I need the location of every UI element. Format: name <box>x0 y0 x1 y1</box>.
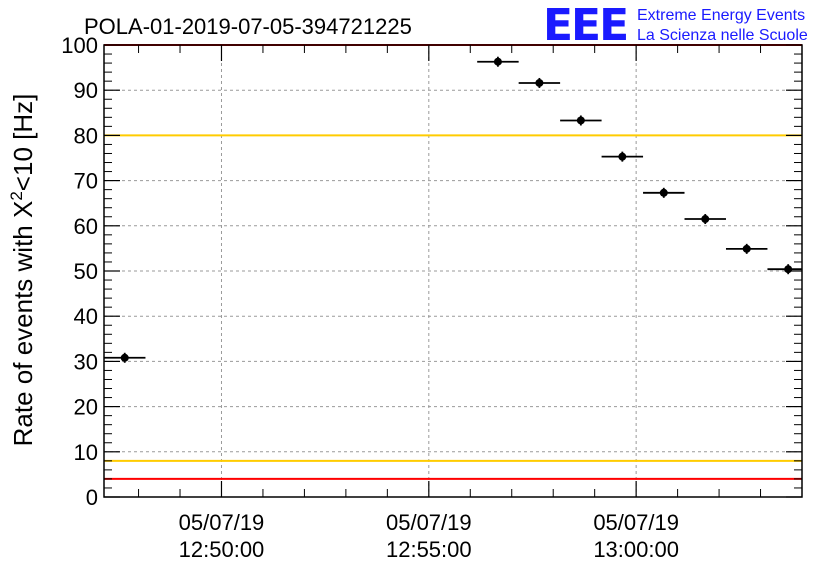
x-tick-date-label: 05/07/19 <box>179 510 265 535</box>
grid <box>104 45 802 497</box>
data-point <box>518 77 561 88</box>
y-tick-label: 40 <box>74 304 98 329</box>
data-point <box>684 214 726 225</box>
x-tick-date-label: 05/07/19 <box>593 510 679 535</box>
point-marker <box>576 116 585 125</box>
y-tick-label: 100 <box>61 33 98 58</box>
eee-logo: EEE Extreme Energy Events La Scienza nel… <box>543 0 808 51</box>
eee-logo-mark: EEE <box>543 0 627 51</box>
point-marker <box>742 244 751 253</box>
data-point <box>104 352 146 363</box>
data-point <box>643 187 685 198</box>
point-marker <box>493 57 502 66</box>
eee-logo-line2: La Scienza nelle Scuole <box>637 27 808 44</box>
point-marker <box>618 152 627 161</box>
y-tick-label: 0 <box>86 485 98 510</box>
x-tick-date-label: 05/07/19 <box>386 510 472 535</box>
y-tick-label: 50 <box>74 259 98 284</box>
x-tick-time-label: 13:00:00 <box>593 537 679 562</box>
y-tick-label: 60 <box>74 214 98 239</box>
eee-logo-line1: Extreme Energy Events <box>637 7 805 24</box>
y-tick-label: 20 <box>74 395 98 420</box>
y-axis-label: Rate of events with X2<10 [Hz] <box>7 94 38 447</box>
point-marker <box>701 215 710 224</box>
axis-ticks <box>104 44 803 498</box>
data-point <box>767 264 802 275</box>
data-point <box>560 115 602 126</box>
point-marker <box>120 353 129 362</box>
point-marker <box>535 78 544 87</box>
y-tick-label: 30 <box>74 349 98 374</box>
y-tick-labels: 0 10 20 30 40 50 60 70 80 90 100 <box>61 33 98 510</box>
data-point <box>477 56 519 67</box>
data-points <box>104 56 802 363</box>
point-marker <box>659 188 668 197</box>
chart-title: POLA-01-2019-07-05-394721225 <box>84 14 412 39</box>
plot-frame <box>103 44 803 498</box>
reference-lines <box>104 44 802 480</box>
x-tick-time-label: 12:50:00 <box>179 537 265 562</box>
y-tick-label: 80 <box>74 123 98 148</box>
x-tick-labels: 05/07/1912:50:0005/07/1912:55:0005/07/19… <box>179 510 679 562</box>
data-point <box>601 151 644 162</box>
x-tick-time-label: 12:55:00 <box>386 537 472 562</box>
y-tick-label: 10 <box>74 440 98 465</box>
data-point <box>725 243 768 254</box>
y-tick-label: 70 <box>74 169 98 194</box>
y-tick-label: 90 <box>74 78 98 103</box>
point-marker <box>784 265 793 274</box>
